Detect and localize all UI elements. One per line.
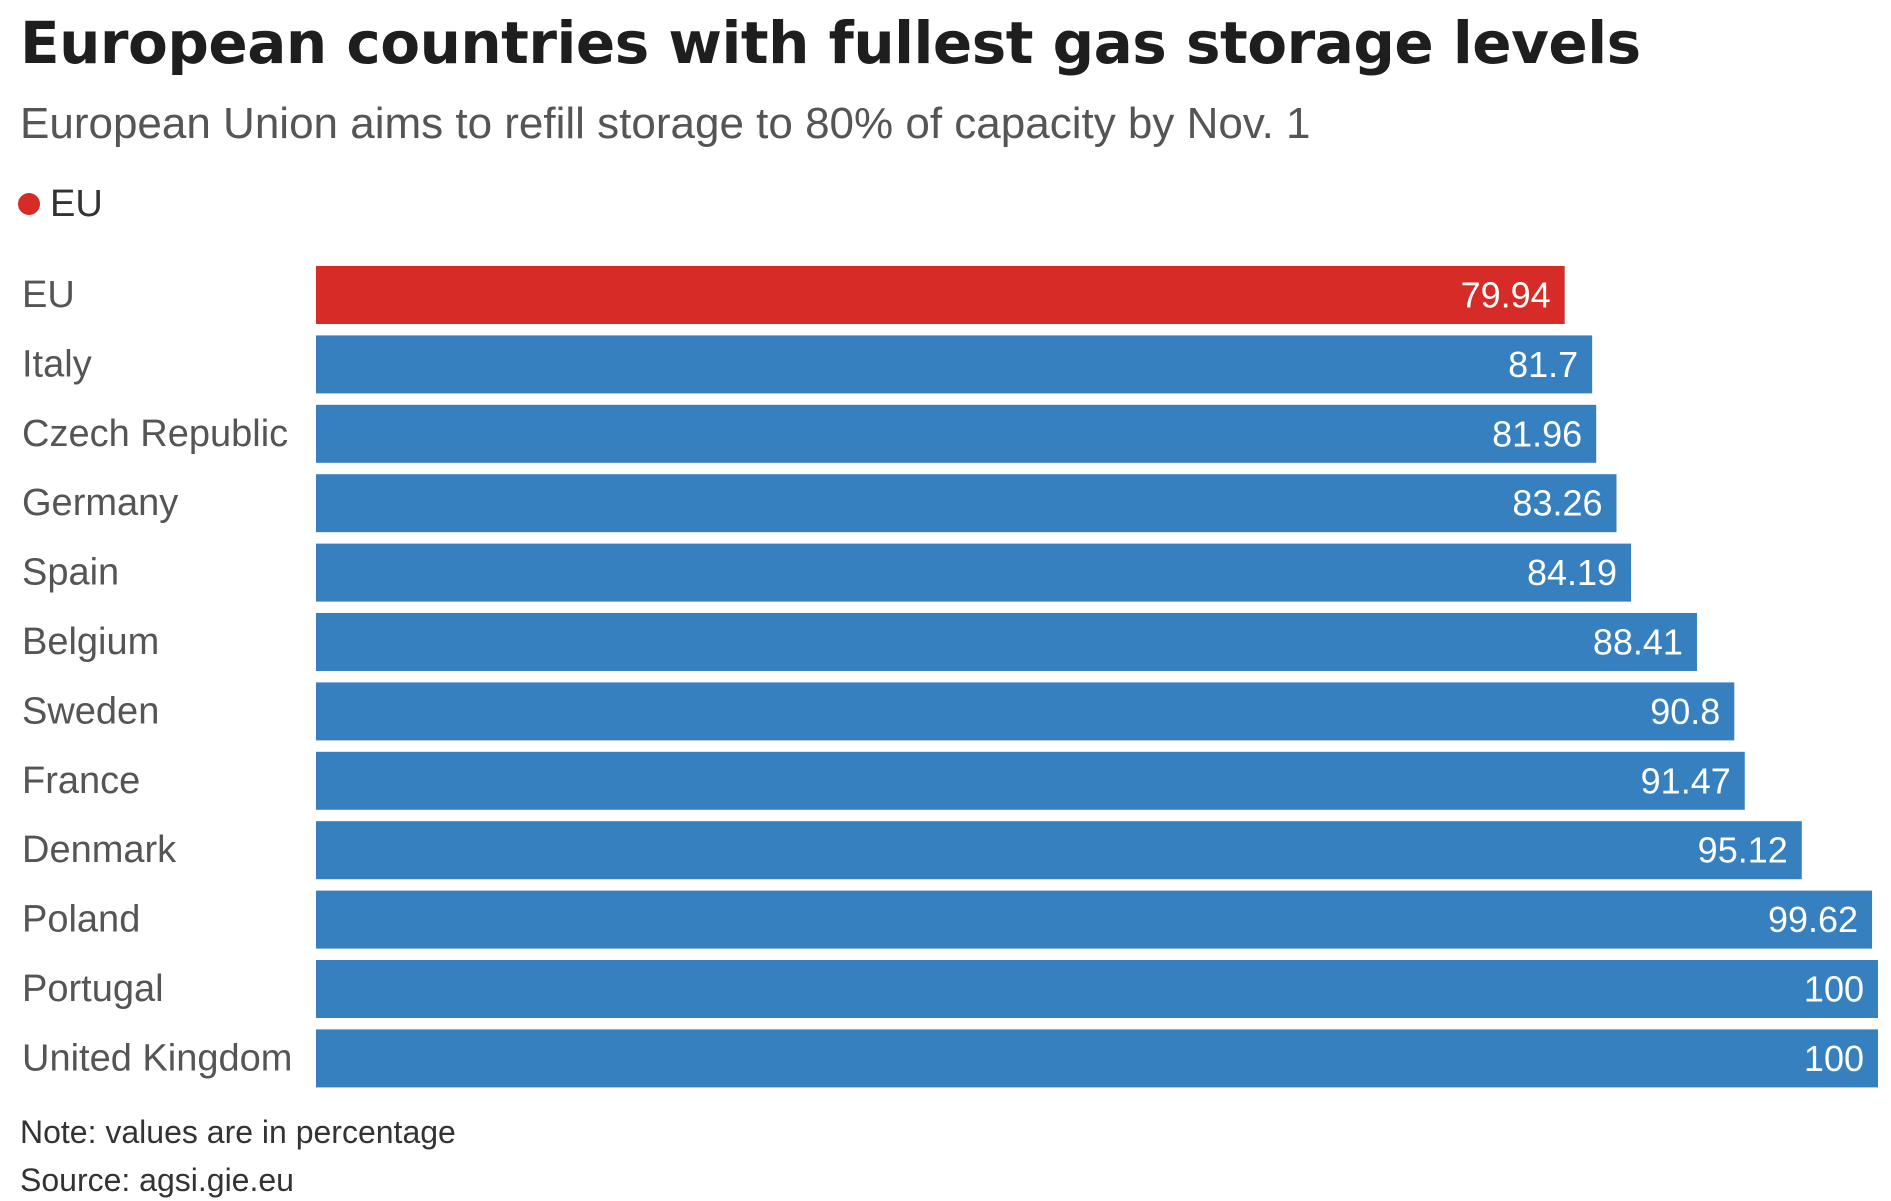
value-label-sweden: 90.8 xyxy=(1650,691,1720,732)
category-label-belgium: Belgium xyxy=(22,621,159,663)
value-label-france: 91.47 xyxy=(1641,760,1731,801)
bar-czech-republic xyxy=(316,404,1597,463)
chart-title: European countries with fullest gas stor… xyxy=(20,9,1641,77)
category-label-germany: Germany xyxy=(22,482,178,524)
bar-spain xyxy=(316,543,1632,602)
value-label-eu: 79.94 xyxy=(1461,275,1551,316)
chart-subtitle: European Union aims to refill storage to… xyxy=(20,99,1311,148)
bar-belgium xyxy=(316,613,1697,671)
category-label-united-kingdom: United Kingdom xyxy=(22,1037,292,1079)
legend-swatch-eu xyxy=(18,193,40,215)
value-label-denmark: 95.12 xyxy=(1698,830,1788,871)
value-label-czech-republic: 81.96 xyxy=(1492,413,1582,454)
category-label-spain: Spain xyxy=(22,552,119,594)
category-label-eu: EU xyxy=(22,274,75,316)
bar-sweden xyxy=(316,682,1735,741)
category-label-denmark: Denmark xyxy=(22,829,177,871)
chart-note: Note: values are in percentage xyxy=(20,1114,456,1150)
chart-source: Source: agsi.gie.eu xyxy=(20,1162,294,1198)
bar-denmark xyxy=(316,821,1802,880)
value-label-spain: 84.19 xyxy=(1527,552,1617,593)
bar-portugal xyxy=(316,960,1878,1018)
bar-eu xyxy=(316,266,1565,324)
category-label-italy: Italy xyxy=(22,343,92,385)
category-label-czech-republic: Czech Republic xyxy=(22,413,288,455)
bar-france xyxy=(316,751,1745,810)
legend-label-eu: EU xyxy=(50,182,103,225)
category-label-france: France xyxy=(22,760,140,802)
value-label-united-kingdom: 100 xyxy=(1804,1038,1864,1079)
value-label-poland: 99.62 xyxy=(1768,899,1858,940)
legend: EU xyxy=(18,180,103,228)
category-label-poland: Poland xyxy=(22,899,140,941)
value-label-italy: 81.7 xyxy=(1508,344,1578,385)
bar-poland xyxy=(316,890,1873,949)
bar-united-kingdom xyxy=(316,1029,1878,1088)
category-label-portugal: Portugal xyxy=(22,968,164,1010)
category-label-sweden: Sweden xyxy=(22,690,159,732)
value-label-belgium: 88.41 xyxy=(1593,622,1683,663)
bar-italy xyxy=(316,335,1593,394)
value-label-germany: 83.26 xyxy=(1512,483,1602,524)
value-label-portugal: 100 xyxy=(1804,969,1864,1010)
bar-germany xyxy=(316,474,1617,533)
